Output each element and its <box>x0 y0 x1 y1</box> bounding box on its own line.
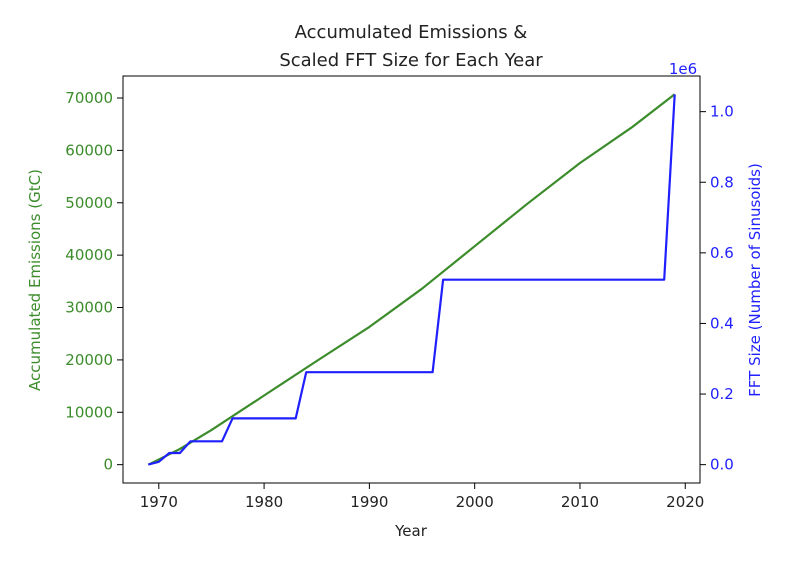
x-tick-label: 2010 <box>561 493 599 511</box>
fft-size-series-line <box>148 94 676 466</box>
left-tick-label: 0 <box>103 456 113 474</box>
x-axis-label: Year <box>394 522 428 540</box>
left-tick-label: 50000 <box>65 194 113 212</box>
right-axis-multiplier: 1e6 <box>669 60 697 78</box>
left-tick-label: 10000 <box>65 403 113 421</box>
x-tick-label: 1970 <box>140 493 178 511</box>
right-tick-label: 0.0 <box>710 456 734 474</box>
right-tick-label: 0.8 <box>710 173 734 191</box>
left-tick-label: 30000 <box>65 299 113 317</box>
x-tick-label: 1990 <box>350 493 388 511</box>
left-tick-label: 60000 <box>65 141 113 159</box>
left-tick-label: 70000 <box>65 89 113 107</box>
left-tick-label: 40000 <box>65 246 113 264</box>
right-tick-label: 0.6 <box>710 244 734 262</box>
left-tick-label: 20000 <box>65 351 113 369</box>
plot-area <box>147 93 676 466</box>
x-axis-ticks: 1970 1980 1990 2000 2010 2020 <box>140 483 704 511</box>
right-axis-ticks: 0.0 0.2 0.4 0.6 0.8 1.0 <box>700 103 734 474</box>
x-tick-label: 1980 <box>245 493 283 511</box>
right-axis-label: FFT Size (Number of Sinusoids) <box>746 163 764 397</box>
right-tick-label: 0.2 <box>710 385 734 403</box>
x-tick-label: 2020 <box>666 493 704 511</box>
left-axis-label: Accumulated Emissions (GtC) <box>26 169 44 391</box>
emissions-series-line <box>147 93 676 466</box>
x-tick-label: 2000 <box>456 493 494 511</box>
plot-frame <box>122 75 701 484</box>
chart-title-line1: Accumulated Emissions & <box>295 22 528 43</box>
right-tick-label: 0.4 <box>710 314 734 332</box>
chart-title-line2: Scaled FFT Size for Each Year <box>279 50 543 71</box>
right-tick-label: 1.0 <box>710 103 734 121</box>
left-axis-ticks: 0 10000 20000 30000 40000 50000 60000 70000 <box>65 89 123 474</box>
